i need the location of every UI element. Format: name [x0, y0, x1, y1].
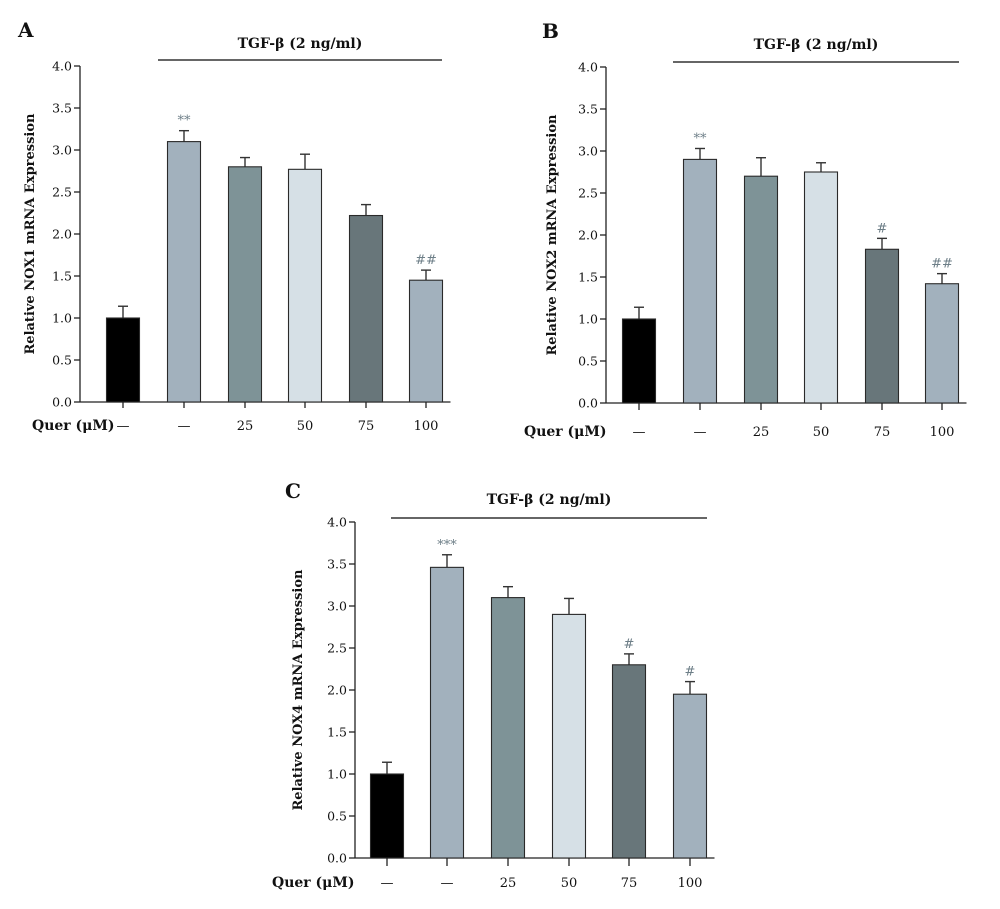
bar — [287, 168, 323, 403]
bar — [429, 566, 465, 859]
bar — [551, 613, 587, 859]
y-tick-label: 3.5 — [52, 101, 72, 116]
y-axis-label: Relative NOX4 mRNA Expression — [291, 569, 306, 811]
bar — [227, 166, 263, 403]
bar — [408, 279, 444, 403]
x-tick-label: — — [178, 419, 191, 434]
y-tick-label: 4.0 — [327, 515, 347, 530]
bar — [105, 317, 141, 403]
y-tick-label: 2.5 — [578, 186, 598, 201]
x-tick-label: 100 — [414, 419, 439, 434]
y-tick-label: 1.5 — [327, 725, 347, 740]
x-tick-label: — — [441, 876, 454, 891]
y-tick-label: 0.5 — [52, 353, 72, 368]
treatment-label: TGF-β (2 ng/ml) — [238, 36, 363, 52]
x-tick-label: 25 — [753, 425, 770, 440]
significance-marker: # — [685, 665, 696, 680]
significance-marker: ** — [178, 114, 192, 129]
bar — [611, 664, 647, 859]
y-tick-label: 3.5 — [578, 102, 598, 117]
x-tick-label: 50 — [297, 419, 314, 434]
bar — [682, 158, 718, 404]
significance-marker: # — [877, 221, 888, 236]
y-tick-label: 0.0 — [578, 396, 598, 411]
bar — [490, 597, 526, 859]
significance-marker: ## — [415, 253, 437, 268]
panel-letter: B — [542, 19, 559, 43]
x-tick-label: — — [117, 419, 130, 434]
x-tick-label: 50 — [813, 425, 830, 440]
chart-panel-a: A TGF-β (2 ng/ml) Relative NOX1 mRNA Expre… — [17, 18, 451, 434]
y-tick-label: 3.0 — [52, 143, 72, 158]
x-tick-label: 100 — [930, 425, 955, 440]
y-tick-label: 2.0 — [52, 227, 72, 242]
x-tick-label: 25 — [500, 876, 517, 891]
y-tick-label: 1.0 — [52, 311, 72, 326]
y-tick-label: 3.0 — [327, 599, 347, 614]
x-tick-label: 100 — [678, 876, 703, 891]
treatment-label: TGF-β (2 ng/ml) — [754, 37, 879, 53]
x-tick-label: 75 — [621, 876, 638, 891]
x-tick-label: 50 — [561, 876, 578, 891]
y-tick-label: 4.0 — [52, 59, 72, 74]
y-tick-label: 4.0 — [578, 60, 598, 75]
x-tick-label: 75 — [358, 419, 375, 434]
y-tick-label: 1.5 — [578, 270, 598, 285]
significance-marker: *** — [437, 538, 457, 553]
y-tick-label: 3.0 — [578, 144, 598, 159]
x-tick-label: 25 — [237, 419, 254, 434]
significance-marker: # — [624, 637, 635, 652]
bar — [864, 248, 900, 404]
bar — [803, 171, 839, 404]
chart-panel-b: B TGF-β (2 ng/ml) Relative NOX2 mRNA Expre… — [524, 19, 967, 440]
y-axis-label: Relative NOX2 mRNA Expression — [545, 114, 560, 356]
x-axis-label: Quer (μM) — [272, 875, 355, 891]
y-tick-label: 0.0 — [327, 851, 347, 866]
y-tick-label: 0.5 — [327, 809, 347, 824]
y-tick-label: 3.5 — [327, 557, 347, 572]
y-tick-label: 2.5 — [52, 185, 72, 200]
y-tick-label: 1.0 — [327, 767, 347, 782]
significance-marker: ** — [694, 131, 708, 146]
x-axis-label: Quer (μM) — [32, 418, 115, 434]
panel-letter: A — [17, 18, 34, 42]
bar — [166, 141, 202, 403]
bar — [369, 773, 405, 859]
x-tick-label: 75 — [874, 425, 891, 440]
y-tick-label: 0.5 — [578, 354, 598, 369]
significance-marker: ## — [931, 257, 953, 272]
bar — [743, 175, 779, 404]
y-tick-label: 2.0 — [327, 683, 347, 698]
treatment-label: TGF-β (2 ng/ml) — [487, 492, 612, 508]
panel-letter: C — [285, 479, 301, 503]
y-tick-label: 0.0 — [52, 395, 72, 410]
y-tick-label: 2.0 — [578, 228, 598, 243]
x-tick-label: — — [381, 876, 394, 891]
y-tick-label: 1.5 — [52, 269, 72, 284]
bar — [621, 318, 657, 404]
chart-panel-c: C TGF-β (2 ng/ml) Relative NOX4 mRNA Expre… — [272, 479, 715, 891]
bar — [924, 283, 960, 404]
y-tick-label: 2.5 — [327, 641, 347, 656]
x-tick-label: — — [694, 425, 707, 440]
x-tick-label: — — [633, 425, 646, 440]
bar — [672, 693, 708, 859]
y-tick-label: 1.0 — [578, 312, 598, 327]
bar — [348, 214, 384, 403]
y-axis-label: Relative NOX1 mRNA Expression — [23, 113, 38, 355]
x-axis-label: Quer (μM) — [524, 424, 607, 440]
